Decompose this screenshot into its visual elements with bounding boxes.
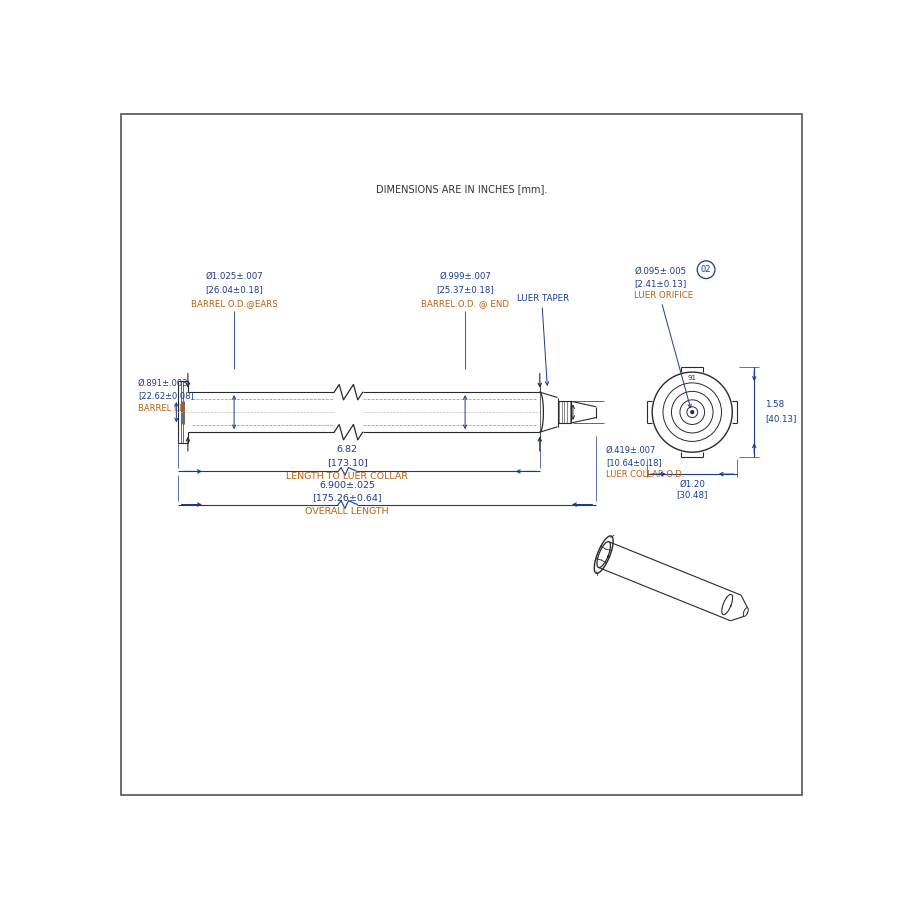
Text: [175.26±0.64]: [175.26±0.64] (312, 493, 382, 502)
Text: BARREL O.D. @ END: BARREL O.D. @ END (421, 299, 509, 308)
Text: LUER COLLAR O.D.: LUER COLLAR O.D. (606, 470, 684, 479)
Text: [30.48]: [30.48] (677, 491, 708, 500)
Text: [10.64±0.18]: [10.64±0.18] (606, 458, 662, 467)
Text: 1.58: 1.58 (765, 400, 784, 409)
Text: Ø1.025±.007: Ø1.025±.007 (205, 272, 263, 281)
Text: 02: 02 (701, 266, 711, 274)
Text: Ø.999±.007: Ø.999±.007 (439, 272, 491, 281)
Text: 91: 91 (688, 375, 697, 382)
Text: [26.04±0.18]: [26.04±0.18] (205, 285, 263, 294)
Text: BARREL O.D.@EARS: BARREL O.D.@EARS (191, 299, 277, 308)
Text: BARREL I.D.: BARREL I.D. (138, 404, 188, 413)
Text: OVERALL LENGTH: OVERALL LENGTH (305, 507, 389, 516)
Text: DIMENSIONS ARE IN INCHES [mm].: DIMENSIONS ARE IN INCHES [mm]. (375, 184, 547, 194)
Text: Ø.891±.003: Ø.891±.003 (138, 379, 188, 388)
Text: Ø.095±.005: Ø.095±.005 (634, 266, 687, 275)
Text: Ø1.20: Ø1.20 (680, 480, 706, 489)
Text: 6.82: 6.82 (337, 446, 358, 454)
Text: [2.41±0.13]: [2.41±0.13] (634, 279, 687, 288)
Text: LENGTH TO LUER COLLAR: LENGTH TO LUER COLLAR (286, 472, 409, 481)
Text: Ø.419±.007: Ø.419±.007 (606, 446, 656, 454)
Circle shape (691, 410, 694, 413)
Text: LUER TAPER: LUER TAPER (517, 294, 569, 303)
Text: [40.13]: [40.13] (765, 414, 796, 423)
Text: [25.37±0.18]: [25.37±0.18] (436, 285, 494, 294)
Text: [22.62±0.08]: [22.62±0.08] (138, 392, 194, 400)
Text: 6.900±.025: 6.900±.025 (320, 481, 375, 490)
Text: LUER ORIFICE: LUER ORIFICE (634, 292, 694, 301)
Text: [173.10]: [173.10] (327, 458, 368, 467)
